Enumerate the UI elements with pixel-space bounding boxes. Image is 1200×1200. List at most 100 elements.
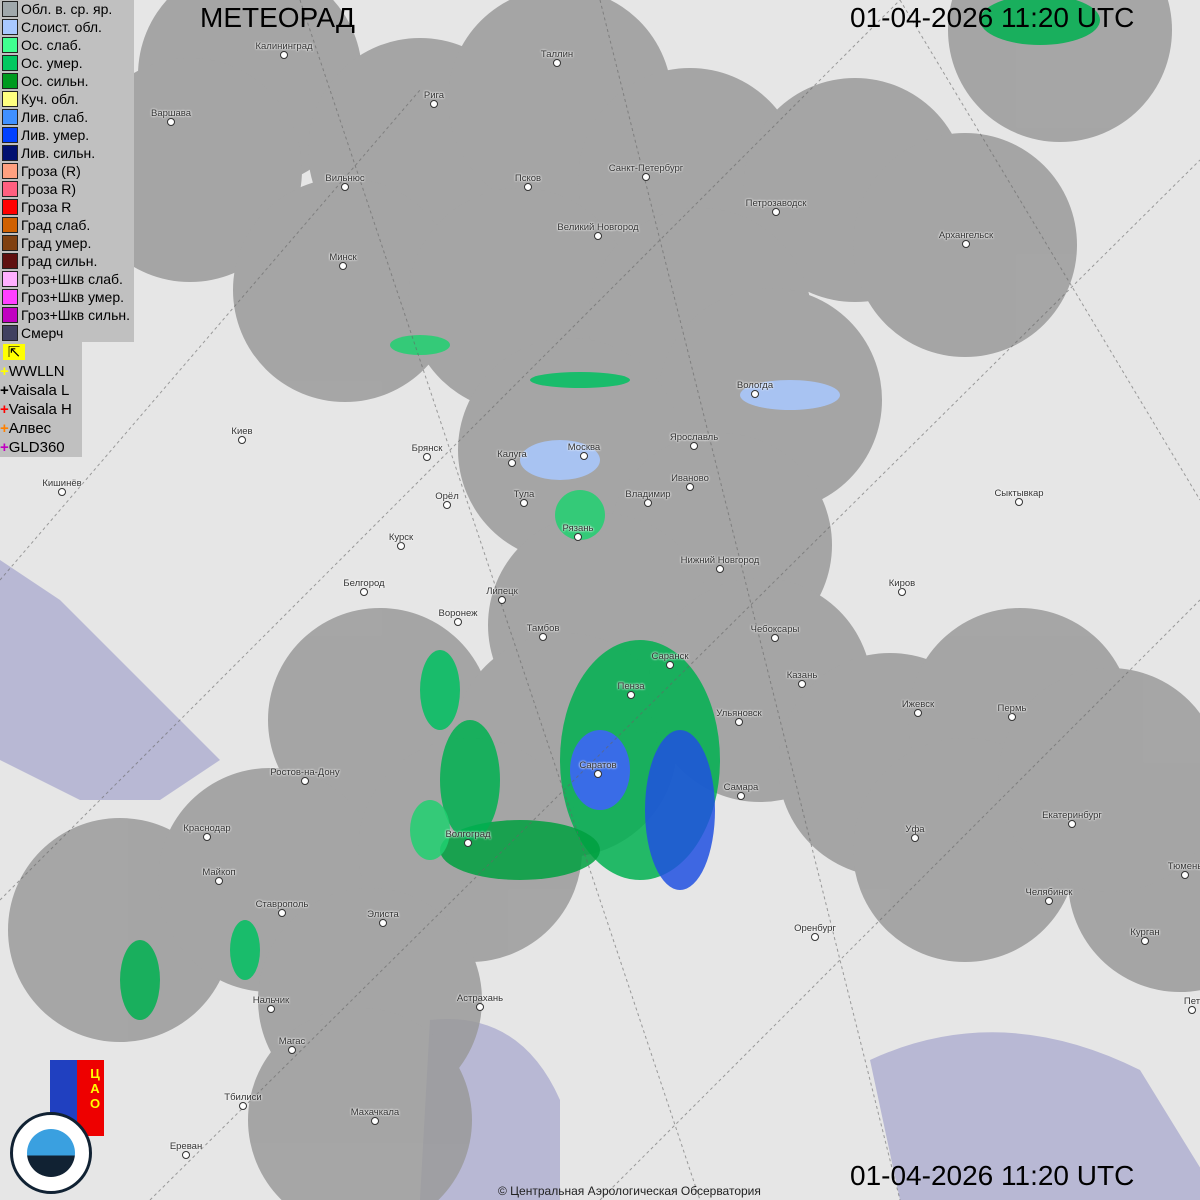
city-label[interactable]: Сыктывкар — [994, 488, 1044, 499]
city-label[interactable]: Вильнюс — [325, 173, 365, 184]
city-label[interactable]: Чебоксары — [750, 624, 800, 635]
city-marker — [644, 499, 652, 507]
legend-swatch — [2, 307, 18, 323]
city-label[interactable]: Калуга — [497, 449, 527, 460]
lightning-label: WWLLN — [8, 363, 65, 380]
city-label[interactable]: Пермь — [997, 703, 1027, 714]
precipitation-echo — [420, 650, 460, 730]
city-label[interactable]: Иваново — [671, 473, 709, 484]
city-label[interactable]: Саранск — [651, 651, 689, 662]
city-label[interactable]: Калининград — [255, 41, 313, 52]
radar-coverage — [78, 58, 302, 282]
city-label[interactable]: Пет — [1183, 996, 1200, 1007]
city-label[interactable]: Рига — [423, 90, 445, 101]
legend-item: Град сильн. — [0, 252, 134, 270]
city-marker — [341, 183, 349, 191]
city-label[interactable]: Казань — [786, 670, 818, 681]
city-label[interactable]: Нижний Новгород — [680, 555, 760, 566]
city-label[interactable]: Архангельск — [938, 230, 994, 241]
city-label[interactable]: Тула — [513, 489, 535, 500]
city-label[interactable]: Тамбов — [526, 623, 560, 634]
legend-item: Гроза R — [0, 198, 134, 216]
legend-swatch — [2, 1, 18, 17]
city-label[interactable]: Минск — [329, 252, 357, 263]
city-label[interactable]: Ижевск — [901, 699, 935, 710]
city-marker — [288, 1046, 296, 1054]
city-marker — [430, 100, 438, 108]
city-label[interactable]: Варшава — [150, 108, 192, 119]
city-label[interactable]: Кишинёв — [42, 478, 82, 489]
lightning-legend-item: + Vaisala H — [0, 400, 82, 419]
legend-swatch — [2, 73, 18, 89]
city-label[interactable]: Махачкала — [350, 1107, 400, 1118]
city-marker — [1008, 713, 1016, 721]
city-label[interactable]: Киров — [888, 578, 916, 589]
black-sea — [0, 560, 220, 800]
lightning-toggle-icon[interactable]: ⇱ — [3, 344, 25, 361]
city-label[interactable]: Екатеринбург — [1042, 810, 1102, 821]
city-marker — [238, 436, 246, 444]
city-label[interactable]: Воронеж — [438, 608, 478, 619]
city-label[interactable]: Саратов — [579, 760, 617, 771]
city-label[interactable]: Таллин — [540, 49, 574, 60]
legend-swatch — [2, 109, 18, 125]
city-label[interactable]: Элиста — [367, 909, 399, 920]
city-label[interactable]: Ставрополь — [255, 899, 309, 910]
city-marker — [379, 919, 387, 927]
city-marker — [498, 596, 506, 604]
city-label[interactable]: Нальчик — [252, 995, 290, 1006]
city-label[interactable]: Оренбург — [794, 923, 836, 934]
legend-label: Ос. сильн. — [21, 73, 89, 89]
city-marker — [574, 533, 582, 541]
city-label[interactable]: Курган — [1130, 927, 1160, 938]
legend-label: Гроз+Шкв сильн. — [21, 307, 130, 323]
city-label[interactable]: Вологда — [736, 380, 774, 391]
city-label[interactable]: Рязань — [562, 523, 594, 534]
city-marker — [737, 792, 745, 800]
city-label[interactable]: Волгоград — [445, 829, 491, 840]
precipitation-echo — [555, 490, 605, 540]
city-label[interactable]: Курск — [388, 532, 414, 543]
city-label[interactable]: Белгород — [343, 578, 385, 589]
city-label[interactable]: Тюмень — [1167, 861, 1200, 872]
city-marker — [360, 588, 368, 596]
city-label[interactable]: Орёл — [435, 491, 459, 502]
city-label[interactable]: Майкоп — [202, 867, 236, 878]
city-marker — [239, 1102, 247, 1110]
city-label[interactable]: Ярославль — [669, 432, 719, 443]
city-marker — [539, 633, 547, 641]
city-label[interactable]: Владимир — [625, 489, 671, 500]
city-label[interactable]: Брянск — [411, 443, 443, 454]
city-label[interactable]: Астрахань — [456, 993, 504, 1004]
city-label[interactable]: Магас — [278, 1036, 306, 1047]
city-label[interactable]: Уфа — [905, 824, 925, 835]
legend-item: Куч. обл. — [0, 90, 134, 108]
legend-label: Гроз+Шкв умер. — [21, 289, 125, 305]
legend-swatch — [2, 37, 18, 53]
city-label[interactable]: Ульяновск — [716, 708, 762, 719]
city-label[interactable]: Пенза — [617, 681, 645, 692]
city-label[interactable]: Тбилиси — [224, 1092, 262, 1103]
city-label[interactable]: Великий Новгород — [557, 222, 639, 233]
city-marker — [454, 618, 462, 626]
city-label[interactable]: Петрозаводск — [745, 198, 807, 209]
city-marker — [914, 709, 922, 717]
lightning-label: GLD360 — [8, 439, 65, 456]
legend-label: Куч. обл. — [21, 91, 79, 107]
city-label[interactable]: Краснодар — [183, 823, 231, 834]
city-label[interactable]: Псков — [514, 173, 542, 184]
city-label[interactable]: Челябинск — [1025, 887, 1073, 898]
precipitation-echo — [230, 920, 260, 980]
city-marker — [1181, 871, 1189, 879]
city-label[interactable]: Самара — [723, 782, 759, 793]
city-label[interactable]: Ереван — [169, 1141, 203, 1152]
city-label[interactable]: Липецк — [486, 586, 518, 597]
city-label[interactable]: Москва — [567, 442, 601, 453]
city-label[interactable]: Ростов-на-Дону — [270, 767, 340, 778]
city-label[interactable]: Киев — [231, 426, 253, 437]
city-marker — [215, 877, 223, 885]
legend-swatch — [2, 91, 18, 107]
city-label[interactable]: Санкт-Петербург — [608, 163, 684, 174]
legend-item: Ос. сильн. — [0, 72, 134, 90]
